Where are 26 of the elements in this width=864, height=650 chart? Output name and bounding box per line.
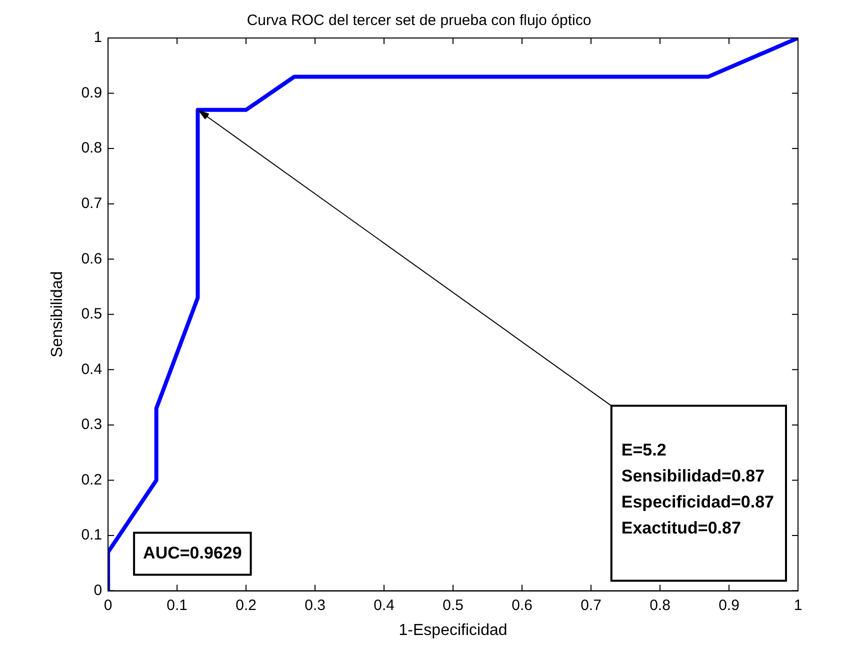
chart-title: Curva ROC del tercer set de prueba con flujo óptico xyxy=(246,12,592,30)
annotation: E=5.2 Sensibilidad=0.87 Especificidad=0.87 Exactitud=0.87 xyxy=(621,440,774,538)
y-tick-label: 0.6 xyxy=(81,250,102,268)
x-tick-label: 0.1 xyxy=(166,596,188,614)
x-tick-label: 0.8 xyxy=(650,596,670,614)
x-tick-label: 1 xyxy=(794,596,802,614)
y-tick-label: 0 xyxy=(94,582,102,599)
x-tick-label: 0.4 xyxy=(374,596,394,614)
y-tick-label: 1 xyxy=(94,29,102,46)
y-axis-title: Sensibilidad xyxy=(49,271,66,358)
x-tick-label: 0.7 xyxy=(580,596,602,614)
y-tick-label: 0.8 xyxy=(81,140,102,157)
y-tick-label: 0.7 xyxy=(81,194,102,212)
y-tick-label: 0.9 xyxy=(81,84,102,102)
x-tick-label: 0.6 xyxy=(512,596,532,614)
x-tick-label: 0.9 xyxy=(718,596,740,614)
x-tick-label: 0.3 xyxy=(304,596,326,614)
y-tick-label: 0.3 xyxy=(81,416,102,434)
y-tick-label: 0.2 xyxy=(81,471,102,488)
annotation: AUC=0.9629 xyxy=(143,543,242,562)
x-tick-label: 0.5 xyxy=(442,596,464,614)
y-tick-label: 0.4 xyxy=(81,360,102,378)
y-tick-label: 0.1 xyxy=(81,526,102,544)
y-tick-label: 0.5 xyxy=(81,306,102,323)
x-tick-label: 0.2 xyxy=(236,596,256,614)
x-axis-title: 1-Especificidad xyxy=(398,622,508,639)
